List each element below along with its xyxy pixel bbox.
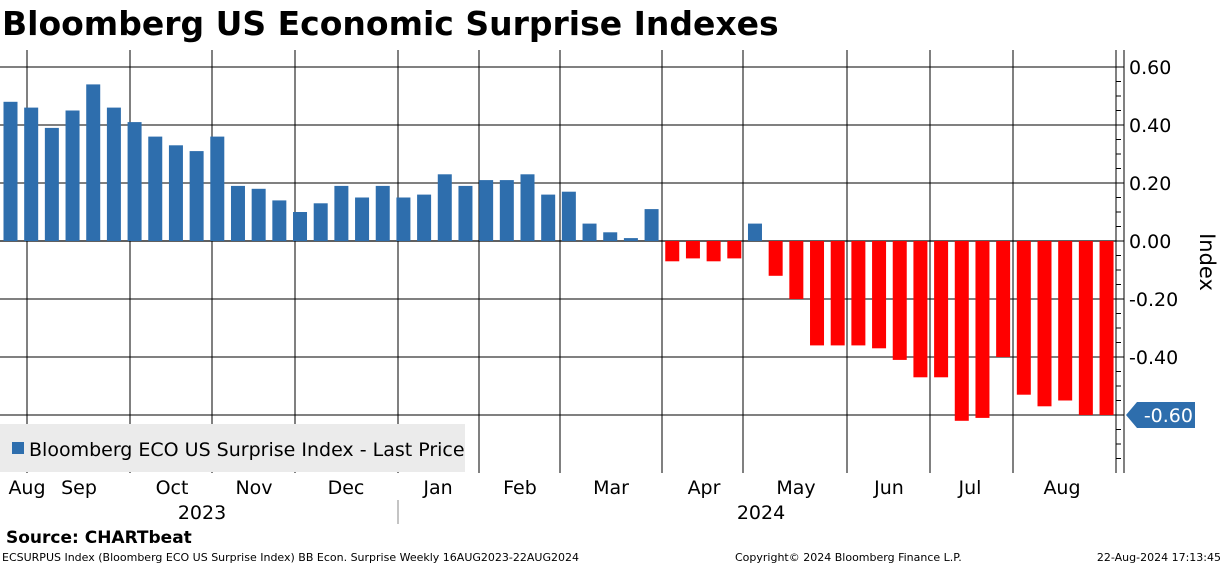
bar [603,232,618,241]
bar [499,180,514,241]
bar [582,223,597,241]
bar [3,101,18,241]
y-axis-label: Index [1195,233,1219,291]
legend-background [0,424,465,472]
bar [375,185,390,241]
last-value-callout: -0.60 [1126,402,1195,428]
bar [1016,241,1031,395]
bar [127,122,142,241]
bar [396,197,411,241]
x-year-label: 2023 [178,502,226,524]
y-tick-label: -0.20 [1129,289,1178,311]
bar [44,127,59,241]
bar [727,241,742,259]
bar [810,241,825,346]
bar [975,241,990,418]
bar [1078,241,1093,415]
bar [1037,241,1052,407]
bar [458,185,473,241]
last-value-label: -0.60 [1144,405,1193,427]
bar [541,194,556,241]
chart-title: Bloomberg US Economic Surprise Indexes [2,4,779,43]
bar [747,223,762,241]
bar [106,107,121,241]
legend: Bloomberg ECO US Surprise Index - Last P… [0,424,465,472]
y-tick-label: 0.60 [1129,57,1171,79]
x-month-label: Apr [688,477,721,499]
bar [417,194,432,241]
y-tick-label: -0.40 [1129,347,1178,369]
bar [954,241,969,421]
bar [830,241,845,346]
bar [210,136,225,241]
bar [24,107,39,241]
bar [230,185,245,241]
bar [851,241,866,346]
bar [892,241,907,360]
bar [189,151,204,241]
timestamp: 22-Aug-2024 17:13:45 [1097,551,1221,564]
bar [437,174,452,241]
bar [86,84,101,242]
legend-swatch [12,442,24,454]
bar [1058,241,1073,401]
bar [65,110,80,241]
bar [313,203,328,241]
source-label: Source: CHARTbeat [6,528,192,548]
bar [334,185,349,241]
bar [168,145,183,241]
x-month-label: Oct [156,477,189,499]
bar [293,212,308,241]
x-month-label: Dec [328,477,365,499]
bar [1099,241,1114,415]
x-month-label: Sep [61,477,97,499]
bar [644,209,659,241]
x-month-label: Feb [503,477,537,499]
bar [251,188,266,241]
gridlines [0,50,1117,473]
bar [520,174,535,241]
bar [934,241,949,378]
bar [685,241,700,259]
bar [872,241,887,349]
x-month-label: Aug [1043,477,1080,499]
y-tick-label: 0.40 [1129,115,1171,137]
x-month-label: Jan [422,477,452,499]
y-tick-label: 0.20 [1129,173,1171,195]
copyright: Copyright© 2024 Bloomberg Finance L.P. [735,551,962,564]
last-value-marker [1126,402,1195,428]
x-month-label: May [776,477,815,499]
bar [355,197,370,241]
bar [148,136,163,241]
x-month-label: Jun [873,477,904,499]
bar [768,241,783,276]
x-month-label: Nov [235,477,272,499]
x-month-label: Mar [593,477,629,499]
series-info: ECSURPUS Index (Bloomberg ECO US Surpris… [2,551,579,564]
y-tick-label: 0.00 [1129,231,1171,253]
y-axis: 0.60 0.40 0.20 0.00 -0.20 -0.40 [1116,50,1178,473]
bar [996,241,1011,357]
x-year-label: 2024 [737,502,785,524]
legend-label: Bloomberg ECO US Surprise Index - Last P… [29,439,465,461]
bar [561,191,576,241]
bar [272,200,287,241]
bar [479,180,494,241]
x-month-label: Jul [958,477,982,499]
bar [706,241,721,262]
bars [3,84,1114,421]
x-axis: Aug Sep Oct Nov Dec Jan Feb Mar Apr May Jun Jul Aug 2… [8,477,1081,524]
bar [789,241,804,299]
bar [913,241,928,378]
bar [665,241,680,262]
x-month-label: Aug [8,477,45,499]
bar [623,238,638,241]
